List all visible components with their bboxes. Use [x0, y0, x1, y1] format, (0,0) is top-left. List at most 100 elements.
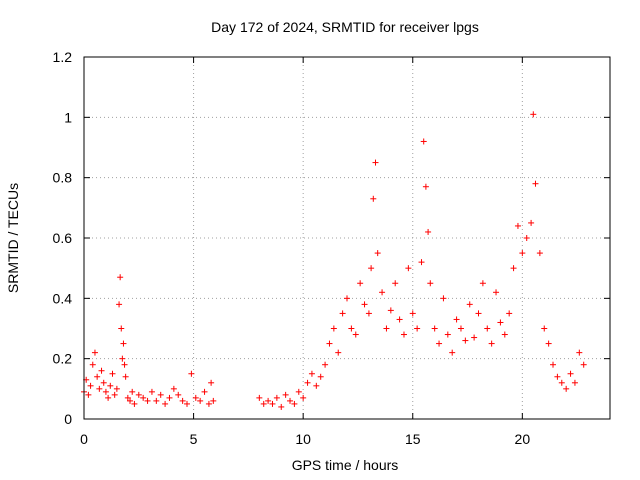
- data-point: [330, 325, 337, 332]
- data-point: [532, 180, 539, 187]
- data-point: [89, 361, 96, 368]
- data-point: [479, 280, 486, 287]
- data-point: [519, 250, 526, 257]
- data-point: [420, 138, 427, 145]
- data-point: [523, 235, 530, 241]
- data-point: [184, 400, 191, 407]
- data-point: [326, 340, 333, 347]
- data-point: [536, 250, 543, 257]
- data-point: [418, 259, 425, 266]
- data-point: [105, 394, 112, 401]
- data-point: [119, 355, 126, 362]
- data-point: [580, 361, 587, 368]
- data-point: [563, 385, 570, 392]
- data-point: [370, 195, 377, 202]
- data-point: [308, 370, 315, 377]
- data-point: [94, 373, 101, 380]
- y-tick-label: 0: [64, 411, 72, 427]
- data-point: [153, 397, 160, 404]
- data-point: [166, 394, 173, 401]
- data-point: [488, 340, 495, 347]
- x-tick-label: 5: [190, 431, 198, 447]
- data-point: [396, 316, 403, 323]
- data-point: [567, 370, 574, 377]
- data-point: [188, 370, 195, 377]
- y-axis-label: SRMTID / TECUs: [5, 183, 21, 293]
- data-point: [201, 388, 208, 395]
- data-point: [117, 274, 124, 281]
- data-point: [113, 385, 120, 392]
- data-point: [116, 301, 123, 308]
- chart-title: Day 172 of 2024, SRMTID for receiver lpg…: [211, 19, 479, 35]
- data-point: [576, 349, 583, 356]
- data-point: [96, 385, 103, 392]
- x-axis: 0 5 10 15 20: [80, 57, 530, 447]
- data-point: [269, 400, 276, 407]
- data-point: [300, 394, 307, 401]
- data-point: [352, 331, 359, 338]
- data-point: [348, 325, 355, 332]
- data-point: [87, 382, 94, 389]
- data-point: [449, 349, 456, 356]
- data-point: [471, 334, 478, 341]
- y-tick-label: 0.6: [53, 230, 73, 246]
- y-tick-label: 1.2: [53, 49, 73, 65]
- data-point: [545, 340, 552, 347]
- data-point: [425, 228, 432, 235]
- data-point: [357, 280, 364, 287]
- y-tick-label: 0.2: [53, 351, 73, 367]
- data-point: [528, 219, 535, 226]
- data-point: [550, 361, 557, 368]
- data-point: [179, 397, 186, 404]
- x-tick-label: 20: [515, 431, 531, 447]
- data-point: [344, 295, 350, 302]
- data-point: [287, 397, 294, 404]
- data-point: [484, 325, 491, 332]
- data-point: [427, 280, 434, 287]
- data-point: [210, 397, 217, 404]
- data-point: [387, 307, 394, 314]
- data-point: [260, 400, 267, 407]
- data-point: [462, 337, 469, 344]
- data-point: [107, 382, 114, 389]
- data-point: [335, 349, 342, 356]
- data-point: [98, 367, 105, 374]
- data-point: [144, 397, 151, 404]
- data-point: [510, 265, 517, 272]
- data-point: [466, 301, 473, 308]
- data-point: [374, 250, 381, 257]
- data-point: [514, 222, 521, 229]
- data-point: [400, 331, 407, 338]
- data-point: [120, 340, 127, 347]
- x-tick-label: 15: [405, 431, 421, 447]
- data-points: [81, 111, 587, 410]
- data-point: [501, 331, 508, 338]
- data-point: [530, 111, 537, 118]
- data-point: [436, 340, 443, 347]
- data-point: [383, 325, 390, 332]
- data-point: [111, 391, 118, 398]
- data-point: [109, 370, 116, 377]
- data-point: [102, 388, 109, 395]
- data-point: [409, 310, 416, 317]
- data-point: [365, 310, 372, 317]
- data-point: [554, 373, 561, 380]
- data-point: [475, 310, 482, 317]
- data-point: [497, 319, 504, 326]
- data-point: [571, 379, 578, 386]
- data-point: [273, 394, 280, 401]
- data-point: [91, 349, 98, 356]
- data-point: [304, 379, 311, 386]
- data-point: [317, 373, 324, 380]
- data-point: [135, 391, 142, 398]
- data-point: [175, 391, 182, 398]
- data-point: [444, 331, 451, 338]
- data-point: [197, 397, 204, 404]
- data-point: [205, 400, 212, 407]
- data-point: [368, 265, 375, 272]
- data-point: [322, 361, 329, 368]
- data-point: [431, 325, 438, 332]
- data-point: [162, 400, 169, 407]
- data-point: [295, 388, 302, 395]
